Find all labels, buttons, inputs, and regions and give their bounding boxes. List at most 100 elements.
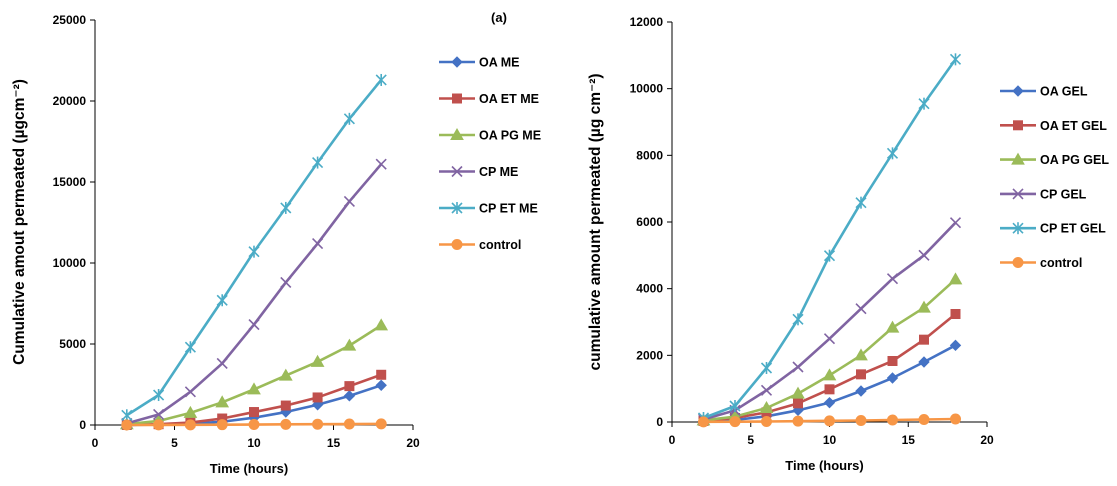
y-axis-title: cumulative amount permeated (µg cm⁻²) [587,73,604,370]
data-point [824,415,835,427]
legend-marker [1012,257,1024,268]
data-point [121,419,133,431]
legend-marker [1013,120,1023,131]
legend-label: OA PG ME [479,129,541,143]
data-point [183,405,198,418]
data-point [312,237,324,250]
legend-marker [1011,152,1025,165]
y-tick-label: 5000 [59,337,86,351]
data-point [886,372,899,384]
data-point [374,318,389,331]
data-point [791,386,805,399]
data-point [376,369,387,380]
data-point [918,249,930,261]
data-point [792,415,804,427]
legend-item-cp-et-me: CP ET ME [439,202,538,216]
series-line-oa-gel [703,344,957,423]
data-point [153,389,165,402]
data-point [312,392,323,403]
legend-label: OA ET GEL [1040,119,1107,133]
x-tick-label: 0 [669,433,676,447]
series-cp-me [121,158,387,429]
legend-item-control: control [1000,256,1082,270]
legend-item-oa-et-gel: OA ET GEL [1000,119,1107,133]
y-tick-label: 15000 [53,175,87,189]
data-point [343,418,355,430]
data-point [342,338,357,351]
data-point [184,419,196,431]
y-tick-label: 0 [79,418,86,432]
legend-marker [451,202,463,214]
data-point [310,354,325,367]
data-point [153,419,165,431]
legend-label: OA ME [479,56,520,70]
data-point [215,395,230,408]
data-point [184,341,196,354]
data-point [949,339,962,352]
data-point [886,147,899,160]
legend-label: CP ME [479,165,518,179]
data-point [216,419,228,431]
data-point [375,379,387,392]
data-point [248,318,260,331]
data-point [792,313,804,326]
data-point [312,418,324,430]
y-tick-label: 25000 [53,13,87,27]
data-point [793,398,803,409]
y-tick-label: 4000 [636,282,663,296]
data-point [823,249,836,262]
legend-item-cp-me: CP ME [439,165,518,179]
data-point [698,416,709,428]
data-point [886,273,899,285]
legend-marker [450,127,464,140]
data-point [249,407,259,418]
data-point [792,361,804,373]
data-point [343,390,356,402]
x-tick-label: 0 [92,436,99,450]
data-point [949,53,962,66]
legend-label: control [479,238,521,252]
series-control [121,418,387,431]
data-point [887,414,898,426]
data-point [280,418,292,430]
legend-item-cp-et-gel: CP ET GEL [1000,222,1106,236]
data-point [759,400,774,413]
y-tick-label: 12000 [630,15,664,29]
data-point [950,309,961,319]
data-point [917,300,931,313]
legend-label: OA GEL [1040,85,1088,99]
data-point [918,356,930,368]
x-tick-label: 5 [171,436,178,450]
x-tick-label: 20 [406,436,420,450]
chart-panel-2: 0 2000 4000 6000 8000 10000 12000 0 5 10 15 20 Time … [587,15,1109,473]
data-point [278,368,293,381]
series-control [698,413,961,428]
legend-item-oa-pg-gel: OA PG GEL [1000,152,1109,167]
chart-panel-1: 0 5000 10000 15000 20000 25000 0 5 10 15 20 Time (h… [11,10,541,476]
legend-label: CP ET GEL [1040,222,1106,236]
series-oa-pg-gel [696,272,963,426]
y-tick-label: 2000 [636,348,663,362]
legend-item-control: control [439,238,521,252]
data-point [375,418,387,430]
data-point [824,384,835,395]
x-axis-title: Time (hours) [210,461,289,476]
legend-marker [1012,188,1024,200]
data-point [280,400,291,411]
x-tick-label: 10 [823,433,837,447]
legend-label: OA ET ME [479,92,539,106]
legend-item-cp-gel: CP GEL [1000,187,1087,201]
data-point [856,369,866,380]
legend-label: OA PG GEL [1040,153,1109,167]
data-point [729,400,741,412]
y-tick-label: 20000 [53,94,87,108]
data-point [121,409,133,422]
data-point [948,272,963,285]
legend-marker [452,93,462,104]
data-point [761,416,772,427]
legend-item-oa-me: OA ME [439,56,520,70]
data-point [216,294,228,307]
data-point [887,356,898,366]
data-point [855,415,867,426]
